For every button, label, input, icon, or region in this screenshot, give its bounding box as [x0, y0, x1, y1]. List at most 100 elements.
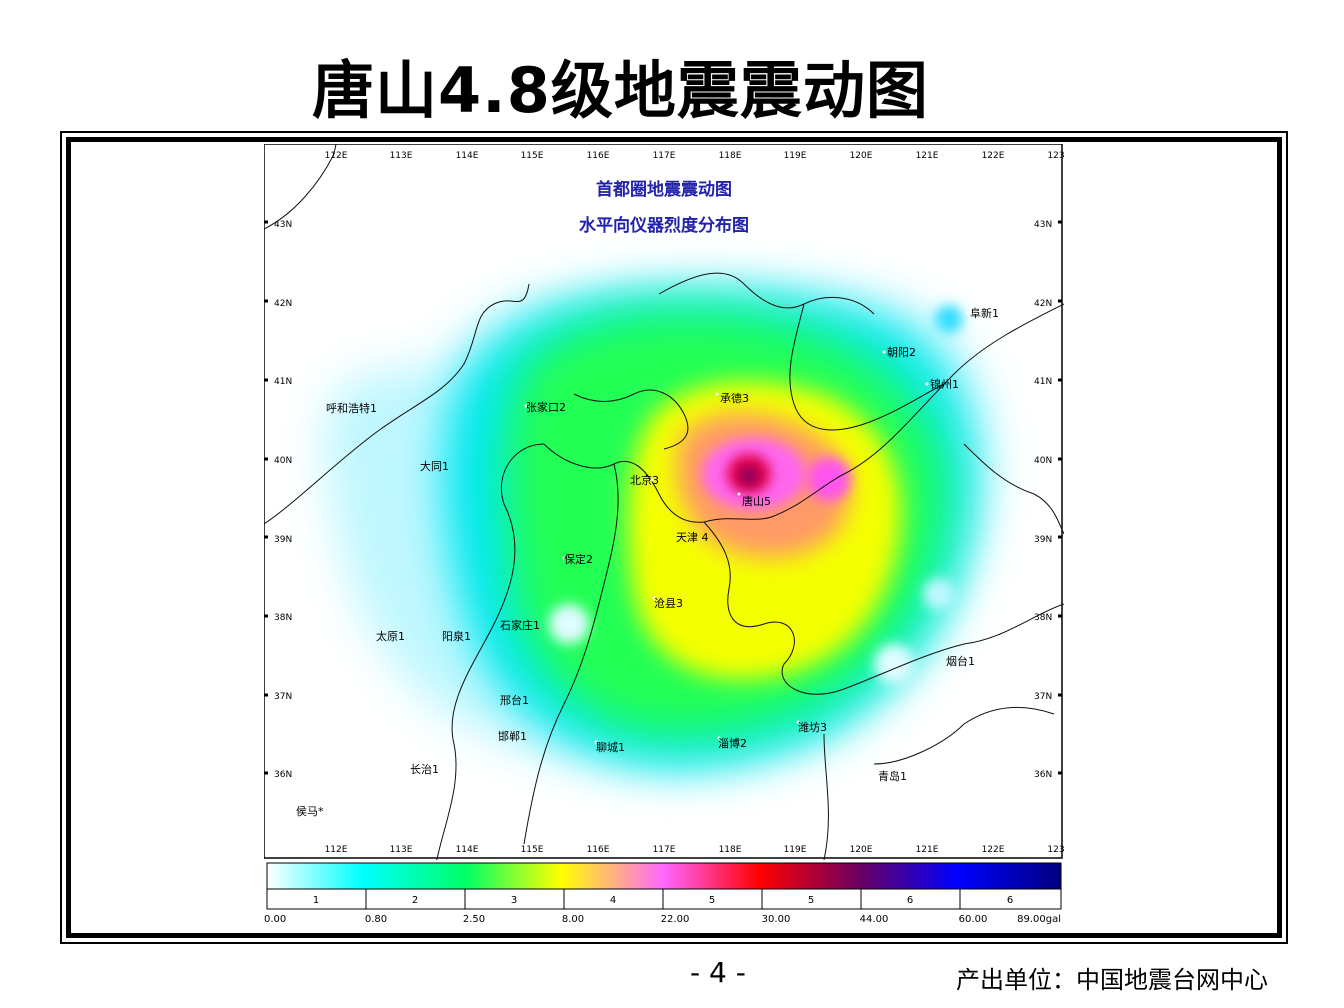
- city-labels: 阜新1 朝阳2 锦州1 承德3 呼和浩特1 张家口2 大同1 北京3 唐山5 天…: [296, 306, 999, 818]
- city-label: 沧县3: [654, 596, 683, 610]
- top-tick-122e: 122E: [982, 151, 1005, 161]
- left-axis-ticks: 43N 42N 41N 40N 39N 38N 37N 36N: [274, 220, 292, 780]
- legend-intensity-label: 5: [808, 895, 814, 906]
- top-tick-118e: 118E: [719, 151, 742, 161]
- left-tick-43n: 43N: [274, 220, 292, 230]
- inner-frame: [66, 137, 1282, 938]
- right-tick-40n: 40N: [1034, 456, 1052, 466]
- city-label: 青岛1: [878, 769, 907, 783]
- top-tick-114e: 114E: [456, 151, 479, 161]
- top-tick-119e: 119E: [784, 151, 807, 161]
- top-tick-117e: 117E: [653, 151, 676, 161]
- legend-value-label: 22.00: [661, 914, 690, 925]
- legend-value-label: 0.00: [264, 914, 286, 925]
- legend-value-label: 44.00: [860, 914, 889, 925]
- legend-intensity-label: 2: [412, 895, 418, 906]
- city-label: 邯郸1: [498, 729, 527, 743]
- bottom-tick-114e: 114E: [456, 845, 479, 855]
- city-label: 烟台1: [946, 654, 975, 668]
- producer-credit: 产出单位：中国地震台网中心: [956, 966, 1268, 994]
- left-tick-37n: 37N: [274, 692, 292, 702]
- city-label: 邢台1: [500, 693, 529, 707]
- right-tick-39n: 39N: [1034, 535, 1052, 545]
- left-tick-41n: 41N: [274, 377, 292, 387]
- bottom-tick-123: 123: [1047, 845, 1064, 855]
- bottom-tick-113e: 113E: [390, 845, 413, 855]
- legend-intensity-label: 6: [1007, 895, 1013, 906]
- city-label: 承德3: [720, 391, 749, 405]
- city-label: 石家庄1: [500, 618, 540, 632]
- top-tick-123: 123: [1047, 151, 1064, 161]
- outer-frame: [60, 131, 1288, 944]
- bottom-tick-115e: 115E: [521, 845, 544, 855]
- legend-intensity-label: 4: [610, 895, 616, 906]
- left-tick-40n: 40N: [274, 456, 292, 466]
- legend-value-label: 2.50: [463, 914, 485, 925]
- city-label: 天津 4: [676, 531, 709, 544]
- bottom-tick-122e: 122E: [982, 845, 1005, 855]
- legend-color-bar: [266, 862, 1062, 890]
- city-label: 大同1: [420, 459, 449, 473]
- right-tick-42n: 42N: [1034, 299, 1052, 309]
- slide-title: 唐山4.8级地震震动图: [312, 54, 929, 127]
- map-title-line1: 首都圈地震震动图: [596, 179, 732, 200]
- city-label: 唐山5: [742, 494, 771, 508]
- top-tick-112e: 112E: [325, 151, 348, 161]
- top-tick-120e: 120E: [850, 151, 873, 161]
- city-label: 张家口2: [526, 400, 566, 414]
- bottom-axis-ticks: 112E 113E 114E 115E 116E 117E 118E 119E …: [325, 845, 1064, 855]
- bottom-tick-112e: 112E: [325, 845, 348, 855]
- right-tick-37n: 37N: [1034, 692, 1052, 702]
- left-tick-42n: 42N: [274, 299, 292, 309]
- city-label: 呼和浩特1: [326, 401, 377, 415]
- bottom-tick-118e: 118E: [719, 845, 742, 855]
- map-title-line2: 水平向仪器烈度分布图: [579, 215, 749, 236]
- legend-intensity-label: 6: [907, 895, 913, 906]
- boundary-lines: [264, 144, 1064, 860]
- city-label: 侯马*: [296, 804, 324, 818]
- top-tick-121e: 121E: [916, 151, 939, 161]
- city-label: 北京3: [630, 473, 659, 487]
- left-tick-38n: 38N: [274, 613, 292, 623]
- top-tick-116e: 116E: [587, 151, 610, 161]
- city-label: 朝阳2: [887, 346, 916, 359]
- legend-value-label: 0.80: [365, 914, 387, 925]
- top-tick-113e: 113E: [390, 151, 413, 161]
- legend-value-labels: 0.00 0.80 2.50 8.00 22.00 30.00 44.00 60…: [264, 914, 1061, 925]
- legend-intensity-label: 3: [511, 895, 517, 906]
- shakemap: 首都圈地震震动图 水平向仪器烈度分布图 112E 113E 114E 115E …: [264, 144, 1064, 860]
- bottom-tick-121e: 121E: [916, 845, 939, 855]
- right-tick-43n: 43N: [1034, 220, 1052, 230]
- left-tick-39n: 39N: [274, 535, 292, 545]
- border-tick-marks: [264, 220, 1062, 775]
- city-label: 长治1: [410, 762, 439, 776]
- right-tick-41n: 41N: [1034, 377, 1052, 387]
- right-axis-ticks: 43N 42N 41N 40N 39N 38N 37N 36N: [1034, 220, 1052, 780]
- city-label: 潍坊3: [798, 720, 827, 734]
- bottom-tick-119e: 119E: [784, 845, 807, 855]
- left-tick-36n: 36N: [274, 770, 292, 780]
- bottom-tick-117e: 117E: [653, 845, 676, 855]
- right-tick-38n: 38N: [1034, 613, 1052, 623]
- top-axis-ticks: 112E 113E 114E 115E 116E 117E 118E 119E …: [325, 151, 1064, 161]
- legend-value-label: 89.00gal: [1017, 914, 1061, 925]
- city-label: 淄博2: [718, 737, 747, 750]
- legend-value-label: 8.00: [562, 914, 584, 925]
- legend-intensity-labels: 1 2 3 4 5 5 6 6: [313, 895, 1013, 906]
- city-label: 阜新1: [970, 306, 999, 320]
- top-tick-115e: 115E: [521, 151, 544, 161]
- city-label: 阳泉1: [442, 629, 471, 643]
- city-label: 聊城1: [596, 740, 625, 754]
- bottom-tick-116e: 116E: [587, 845, 610, 855]
- city-label: 太原1: [376, 630, 405, 643]
- page-number: - 4 -: [690, 956, 746, 989]
- legend-intensity-label: 5: [709, 895, 715, 906]
- legend-dividers: [365, 889, 961, 909]
- legend-value-label: 30.00: [762, 914, 791, 925]
- intensity-legend: 1 2 3 4 5 5 6 6 0.00 0.80 2.50 8.00 22.0…: [264, 862, 1062, 925]
- legend-label-row: [266, 888, 1062, 910]
- city-label: 锦州1: [930, 377, 959, 391]
- city-label: 保定2: [564, 552, 593, 566]
- legend-value-label: 60.00: [959, 914, 988, 925]
- intensity-field: [324, 277, 992, 774]
